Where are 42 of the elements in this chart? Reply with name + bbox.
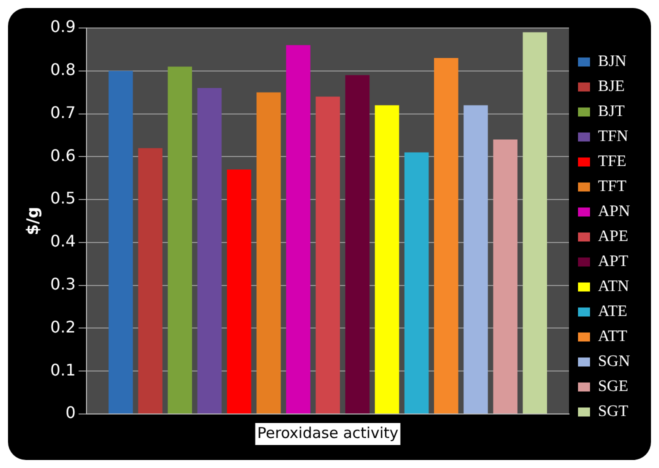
bar (108, 70, 133, 414)
bar (374, 105, 400, 414)
bar (197, 88, 222, 414)
bar (345, 75, 370, 414)
legend-label: SGT (598, 403, 628, 420)
bar (404, 152, 429, 414)
legend-label: APE (598, 228, 628, 246)
bar (286, 45, 310, 414)
y-tick-label: 0.7 (50, 102, 76, 122)
y-tick-label: 0.1 (50, 360, 76, 380)
legend-label: SGN (598, 353, 630, 370)
legend-label: APN (598, 203, 630, 220)
legend-label: TFE (598, 153, 626, 170)
bar (168, 66, 192, 414)
bar (256, 92, 281, 414)
bar (316, 96, 340, 414)
legend-label: BJN (598, 53, 627, 70)
y-tick-label: 0.2 (50, 317, 76, 336)
legend-label: BJE (598, 78, 625, 96)
bar (226, 170, 252, 414)
legend-label: ATN (598, 278, 630, 296)
legend-label: SGE (598, 378, 628, 396)
legend-label: APT (598, 253, 628, 270)
legend-label: ATT (598, 328, 628, 346)
legend-label: TFN (598, 128, 629, 146)
y-tick-label: 0.6 (50, 146, 76, 165)
bar (464, 105, 488, 414)
x-tick-label: Peroxidase activity (257, 424, 399, 442)
y-tick-label: 0.5 (50, 188, 76, 208)
legend-label: BJT (598, 103, 625, 120)
legend-label: ATE (598, 303, 628, 320)
y-tick-label: 0.3 (50, 274, 76, 294)
y-tick-label: 0.8 (50, 60, 76, 80)
bar (138, 148, 162, 414)
legend-label: TFT (598, 178, 627, 196)
bar (522, 32, 548, 414)
bar (493, 140, 518, 414)
y-tick-label: 0.4 (50, 232, 76, 251)
bar (434, 58, 458, 414)
y-tick-label: 0.9 (50, 17, 76, 36)
y-axis-title: $/g (22, 206, 42, 236)
y-tick-label: 0 (65, 403, 76, 422)
